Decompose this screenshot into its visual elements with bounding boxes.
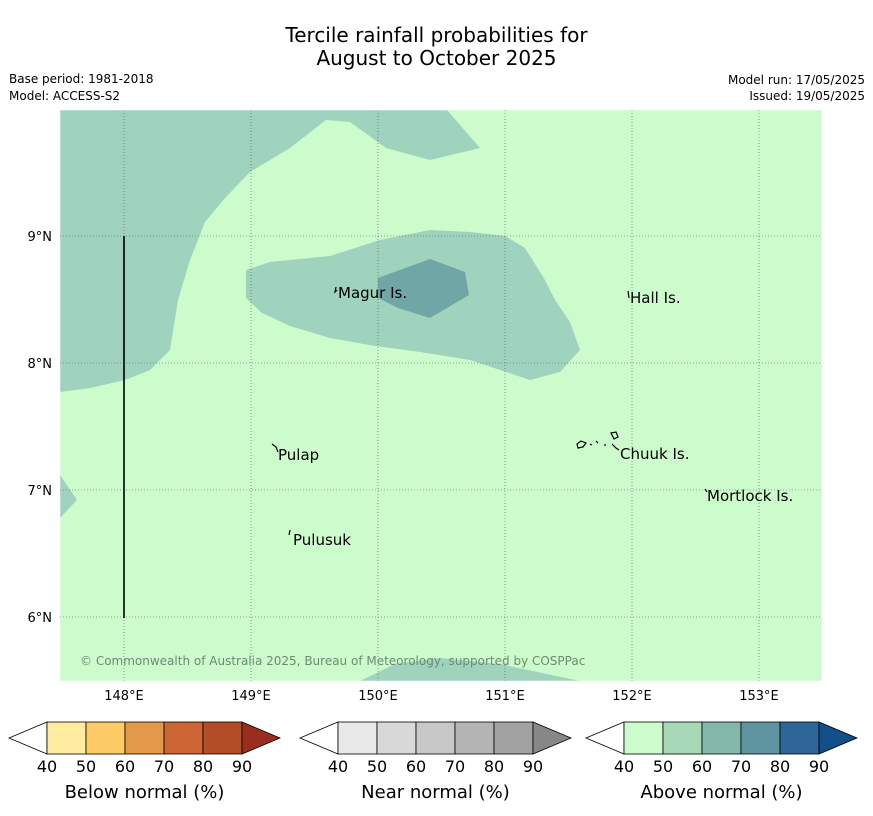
colorbar-segment [493, 721, 534, 755]
colorbar-tick-label: 40 [328, 757, 348, 776]
near-normal-colorbar-label: Near normal (%) [361, 782, 510, 803]
colorbar-tick-label: 90 [809, 757, 829, 776]
colorbar-segment [454, 721, 495, 755]
place-label-pulap: Pulap [278, 446, 319, 464]
colorbar-tick-label: 80 [770, 757, 790, 776]
above-normal-60-70-region [378, 259, 469, 318]
colorbar-tick-label: 90 [232, 757, 252, 776]
colorbar-segment [46, 721, 87, 755]
colorbar-tick-label: 50 [76, 757, 96, 776]
longitude-tick-label: 148°E [104, 689, 144, 704]
longitude-tick-label: 153°E [739, 689, 779, 704]
colorbar-legends: 40 50 60 70 80 90 Below normal (%) 40 50 60 70 80 90… [7, 721, 859, 803]
above-normal-50-60-region-south [360, 658, 580, 681]
map-title-line-1: Tercile rainfall probabilities for [285, 23, 588, 47]
latitude-tick-label: 6°N [28, 611, 53, 626]
colorbar-tick-label: 60 [692, 757, 712, 776]
base-period-text: Base period: 1981-2018 [9, 72, 154, 86]
below-normal-colorbar: 40 50 60 70 80 90 Below normal (%) [7, 721, 282, 803]
colorbar-segment [376, 721, 417, 755]
colorbar-segment [779, 721, 820, 755]
colorbar-min-arrow [298, 721, 339, 755]
map-title-line-2: August to October 2025 [316, 46, 557, 70]
longitude-tick-label: 152°E [612, 689, 652, 704]
place-label-chuuk: Chuuk Is. [620, 445, 689, 463]
colorbar-segment [163, 721, 204, 755]
above-normal-50-60-region-west-edge [60, 475, 77, 518]
colorbar-tick-label: 80 [193, 757, 213, 776]
colorbar-tick-label: 60 [115, 757, 135, 776]
longitude-tick-label: 151°E [485, 689, 525, 704]
island-outlines [271, 286, 708, 536]
near-normal-colorbar: 40 50 60 70 80 90 Near normal (%) [298, 721, 573, 803]
colorbar-segment [124, 721, 165, 755]
colorbar-max-arrow [818, 721, 859, 755]
model-text: Model: ACCESS-S2 [9, 89, 121, 103]
colorbar-tick-label: 50 [653, 757, 673, 776]
place-label-mortlock: Mortlock Is. [707, 487, 793, 505]
colorbar-segment [202, 721, 243, 755]
longitude-ticks: 148°E 149°E 150°E 151°E 152°E 153°E [104, 689, 779, 704]
colorbar-tick-label: 70 [154, 757, 174, 776]
copyright-notice: © Commonwealth of Australia 2025, Bureau… [80, 654, 585, 668]
place-label-magur: Magur Is. [338, 284, 407, 302]
colorbar-tick-label: 70 [445, 757, 465, 776]
above-normal-50-60-region-northwest [60, 110, 480, 392]
colorbar-max-arrow [241, 721, 282, 755]
colorbar-segment [85, 721, 126, 755]
longitude-tick-label: 149°E [231, 689, 271, 704]
map-area [60, 110, 822, 681]
colorbar-min-arrow [7, 721, 48, 755]
latitude-tick-label: 7°N [28, 484, 53, 499]
map-frame [59, 109, 823, 682]
colorbar-tick-label: 60 [406, 757, 426, 776]
model-run-text: Model run: 17/05/2025 [727, 73, 865, 87]
above-normal-colorbar-label: Above normal (%) [640, 782, 802, 803]
colorbar-segment [740, 721, 781, 755]
colorbar-min-arrow [584, 721, 625, 755]
map-gridlines [60, 110, 822, 681]
latitude-tick-label: 8°N [28, 357, 53, 372]
above-normal-colorbar: 40 50 60 70 80 90 Above normal (%) [584, 721, 859, 803]
colorbar-segment [701, 721, 742, 755]
place-label-pulusuk: Pulusuk [293, 531, 351, 549]
colorbar-tick-label: 40 [37, 757, 57, 776]
longitude-tick-label: 150°E [358, 689, 398, 704]
colorbar-max-arrow [532, 721, 573, 755]
colorbar-segment [662, 721, 703, 755]
latitude-ticks: 9°N 8°N 7°N 6°N [28, 230, 53, 626]
below-normal-colorbar-label: Below normal (%) [65, 782, 225, 803]
place-label-hall: Hall Is. [630, 289, 681, 307]
issued-text: Issued: 19/05/2025 [749, 89, 865, 103]
colorbar-segment [337, 721, 378, 755]
latitude-tick-label: 9°N [28, 230, 53, 245]
colorbar-tick-label: 40 [614, 757, 634, 776]
colorbar-tick-label: 80 [484, 757, 504, 776]
colorbar-tick-label: 70 [731, 757, 751, 776]
colorbar-tick-label: 50 [367, 757, 387, 776]
colorbar-segment [623, 721, 664, 755]
colorbar-tick-label: 90 [523, 757, 543, 776]
colorbar-segment [415, 721, 456, 755]
